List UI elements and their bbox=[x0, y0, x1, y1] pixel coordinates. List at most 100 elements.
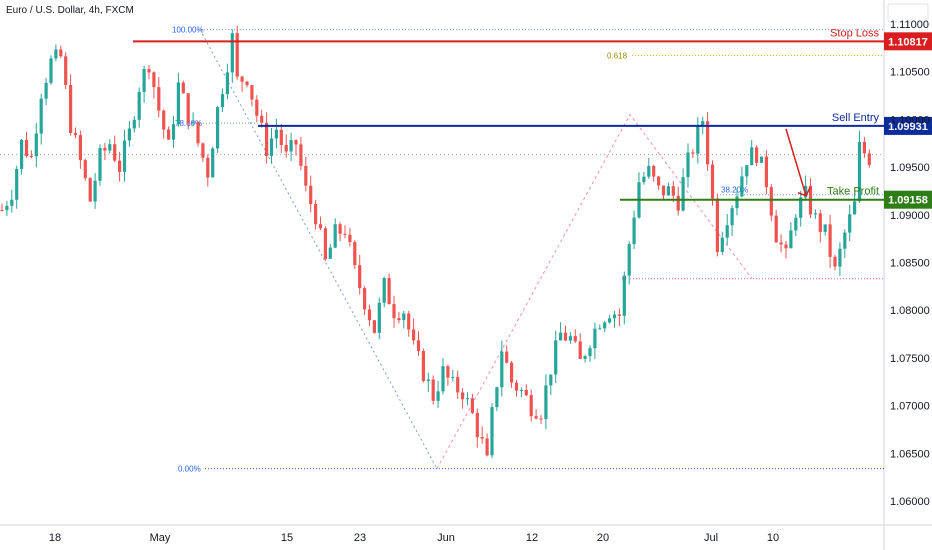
candle-body bbox=[407, 313, 411, 330]
candle-body bbox=[142, 68, 146, 92]
candle-body bbox=[225, 72, 229, 95]
candle-body bbox=[78, 135, 82, 161]
candle-body bbox=[857, 141, 862, 202]
candle-body bbox=[167, 129, 171, 140]
candle-body bbox=[15, 168, 19, 200]
candle-body bbox=[387, 277, 391, 305]
candle-body bbox=[456, 376, 460, 393]
candle-body bbox=[412, 329, 416, 341]
candle-body bbox=[127, 128, 131, 141]
y-tick-label: 1.09500 bbox=[890, 162, 930, 174]
candle-body bbox=[647, 165, 651, 177]
y-tick-label: 1.11000 bbox=[890, 19, 929, 31]
candle-body bbox=[113, 144, 117, 161]
candle-body bbox=[348, 234, 352, 243]
candle-body bbox=[524, 389, 528, 396]
candle-body bbox=[289, 140, 293, 152]
candle-body bbox=[382, 277, 386, 303]
candle-body bbox=[617, 314, 621, 316]
candle-body bbox=[367, 309, 372, 321]
candle-body bbox=[64, 56, 68, 85]
fib-100-label: 100.00% bbox=[172, 26, 204, 35]
candle-body bbox=[157, 87, 161, 111]
candle-body bbox=[260, 115, 264, 123]
candle-body bbox=[549, 374, 553, 386]
candle-body bbox=[54, 49, 58, 59]
scale-settings-button[interactable] bbox=[887, 3, 929, 23]
candle-body bbox=[681, 177, 685, 211]
candle-body bbox=[421, 350, 425, 381]
fib-382-label: 38.20% bbox=[721, 186, 748, 195]
candle-body bbox=[137, 91, 141, 120]
x-tick-label: 23 bbox=[354, 532, 366, 544]
candle-body bbox=[39, 98, 43, 134]
candle-body bbox=[539, 418, 543, 420]
candle-body bbox=[661, 185, 666, 196]
candle-body bbox=[764, 156, 768, 188]
candle-body bbox=[588, 348, 592, 357]
candle-body bbox=[755, 147, 759, 163]
candle-body bbox=[44, 82, 48, 99]
candle-body bbox=[69, 84, 73, 133]
candle-body bbox=[495, 387, 499, 408]
y-axis: 1.11000 1.10500 1.10000 1.09500 1.09000 1.085… bbox=[890, 19, 930, 508]
y-tick-label: 1.08500 bbox=[890, 258, 930, 270]
candle-body bbox=[598, 328, 602, 330]
candle-body bbox=[235, 33, 239, 77]
candle-body bbox=[5, 205, 9, 211]
y-tick-label: 1.10000 bbox=[890, 114, 930, 126]
candle-body bbox=[245, 81, 249, 86]
candle-body bbox=[686, 152, 690, 178]
candle-body bbox=[201, 143, 205, 158]
candle-body bbox=[745, 165, 749, 177]
candle-body bbox=[833, 256, 837, 267]
candle-body bbox=[162, 110, 166, 130]
candle-body bbox=[333, 224, 337, 248]
candle-body bbox=[696, 125, 700, 154]
candle-body bbox=[397, 318, 401, 321]
candle-body bbox=[603, 322, 607, 329]
candle-body bbox=[255, 99, 259, 116]
candle-body bbox=[774, 215, 778, 243]
projection-arrow-head bbox=[797, 187, 811, 197]
candle-body bbox=[789, 230, 793, 249]
candle-body bbox=[436, 391, 440, 401]
price-scale[interactable] bbox=[884, 0, 932, 550]
candle-body bbox=[804, 185, 808, 198]
candle-body bbox=[240, 76, 244, 82]
candle-body bbox=[485, 438, 489, 456]
candle-body bbox=[544, 385, 548, 420]
candle-body bbox=[358, 265, 362, 289]
candle-body bbox=[309, 185, 313, 205]
plot-area[interactable] bbox=[0, 0, 884, 525]
fib-0-label: 0.00% bbox=[178, 465, 201, 474]
candle-body bbox=[657, 176, 661, 186]
candle-body bbox=[500, 351, 504, 388]
candle-body bbox=[612, 314, 617, 319]
candle-body bbox=[0, 210, 4, 211]
candle-body bbox=[294, 140, 298, 145]
candle-body bbox=[573, 336, 577, 342]
candle-body bbox=[666, 186, 670, 196]
candle-body bbox=[750, 147, 754, 166]
candle-body bbox=[284, 144, 288, 152]
candle-body bbox=[622, 275, 626, 316]
candle-body bbox=[642, 176, 646, 183]
candles-layer bbox=[0, 25, 871, 459]
candle-body bbox=[446, 366, 450, 378]
candle-body bbox=[823, 224, 827, 232]
stop-loss-price-value: 1.10817 bbox=[888, 36, 928, 48]
candle-body bbox=[769, 187, 773, 216]
candle-body bbox=[441, 366, 445, 392]
candle-body bbox=[563, 332, 568, 341]
down-leg-line bbox=[199, 29, 438, 469]
y-tick-label: 1.07000 bbox=[890, 401, 930, 413]
candle-body bbox=[274, 129, 278, 139]
candle-body bbox=[181, 82, 185, 94]
candle-body bbox=[59, 49, 63, 57]
x-tick-label: 20 bbox=[597, 532, 609, 544]
candle-body bbox=[632, 217, 636, 245]
candle-body bbox=[93, 180, 97, 202]
